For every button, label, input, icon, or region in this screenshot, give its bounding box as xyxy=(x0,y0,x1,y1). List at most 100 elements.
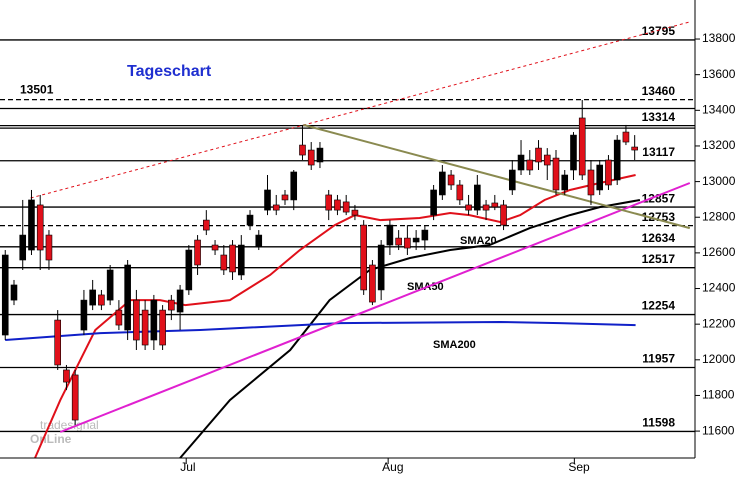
candle-body xyxy=(578,117,586,176)
candle-body xyxy=(517,154,525,171)
indicator-line xyxy=(59,182,691,433)
candle-body xyxy=(439,171,446,196)
candle-body xyxy=(596,164,604,191)
candle-body xyxy=(185,249,193,291)
candle-body xyxy=(613,139,621,181)
candle-body xyxy=(194,239,201,266)
candle-body xyxy=(622,131,630,143)
candle-body xyxy=(474,184,481,211)
level-label: 12857 xyxy=(642,191,676,205)
candle-body xyxy=(237,244,245,276)
y-tick-label: 11800 xyxy=(702,388,735,402)
y-tick-label: 12800 xyxy=(702,209,736,223)
candle-body xyxy=(211,244,219,251)
candle-body xyxy=(281,194,289,201)
x-tick-label: Sep xyxy=(568,460,590,474)
candle-body xyxy=(80,299,88,331)
level-label: 11598 xyxy=(642,416,675,430)
candle-body xyxy=(71,374,79,421)
candle-body xyxy=(360,224,367,291)
candle-body xyxy=(203,219,210,231)
candle-body xyxy=(54,319,61,366)
x-tick-label: Aug xyxy=(382,460,403,474)
candle-body xyxy=(491,202,499,208)
candle-body xyxy=(508,169,516,191)
watermark: OnLine xyxy=(30,432,72,446)
level-label: 12753 xyxy=(642,210,676,224)
y-tick-label: 12000 xyxy=(702,352,736,366)
candle-body xyxy=(351,209,359,216)
candle-body xyxy=(342,201,350,213)
candle-body xyxy=(369,264,376,303)
candle-body xyxy=(19,234,27,261)
candle-body xyxy=(631,146,638,151)
y-tick-label: 11600 xyxy=(702,423,735,437)
candle-body xyxy=(133,299,140,341)
candle-body xyxy=(552,157,560,191)
candle-body xyxy=(229,244,236,273)
candle-body xyxy=(404,237,411,249)
y-tick-label: 13000 xyxy=(702,174,736,188)
candle-body xyxy=(447,174,455,186)
candle-body xyxy=(325,194,333,211)
candle-body xyxy=(63,369,70,383)
candle-body xyxy=(106,269,114,301)
candle-body xyxy=(526,159,534,171)
candle-body xyxy=(395,237,402,246)
candle-body xyxy=(124,264,131,331)
candle-body xyxy=(482,204,490,211)
candle-body xyxy=(421,229,429,241)
candle-body xyxy=(386,224,394,246)
candle-body xyxy=(543,154,551,166)
candle-body xyxy=(561,174,569,191)
x-tick-label: Jul xyxy=(180,460,195,474)
candle-body xyxy=(307,149,315,166)
candle-body xyxy=(500,204,507,226)
y-tick-label: 12400 xyxy=(702,281,736,295)
indicator-line xyxy=(5,320,636,341)
candle-body xyxy=(10,284,18,301)
candle-body xyxy=(290,171,298,201)
candle-body xyxy=(570,134,577,171)
level-label: 12634 xyxy=(642,231,676,245)
candle-body xyxy=(36,204,44,251)
chart-title: Tageschart xyxy=(127,63,212,80)
candle-body xyxy=(150,299,158,341)
level-label: 11957 xyxy=(642,352,675,366)
candle-body xyxy=(430,189,437,216)
candle-body xyxy=(98,294,105,306)
annotation: 13501 xyxy=(20,82,54,96)
candle-body xyxy=(168,299,175,311)
level-label: 13460 xyxy=(642,84,676,98)
y-tick-label: 13600 xyxy=(702,67,736,81)
level-label: 12254 xyxy=(642,299,676,313)
candle-body xyxy=(264,189,271,211)
candle-body xyxy=(334,199,341,211)
level-label: 13314 xyxy=(642,110,676,124)
candle-body xyxy=(141,309,149,346)
indicator-label: SMA20 xyxy=(460,235,497,247)
candle-body xyxy=(1,254,9,336)
candle-body xyxy=(535,147,542,163)
candle-body xyxy=(176,289,184,313)
candle-body xyxy=(272,204,280,211)
candle-body xyxy=(89,289,96,306)
candle-body xyxy=(115,309,123,326)
candle-body xyxy=(159,309,166,346)
candle-body xyxy=(246,214,254,226)
candle-body xyxy=(377,244,385,291)
y-tick-label: 13800 xyxy=(702,31,736,45)
candle-body xyxy=(28,199,35,251)
candle-body xyxy=(456,184,464,201)
level-label: 13795 xyxy=(642,24,676,38)
candle-body xyxy=(465,204,472,211)
y-tick-label: 12600 xyxy=(702,245,736,259)
level-label: 12517 xyxy=(642,252,676,266)
y-tick-label: 13400 xyxy=(702,102,736,116)
candle-body xyxy=(605,159,612,186)
indicator-line xyxy=(179,199,641,459)
candle-body xyxy=(45,234,53,261)
candle-body xyxy=(316,147,324,163)
